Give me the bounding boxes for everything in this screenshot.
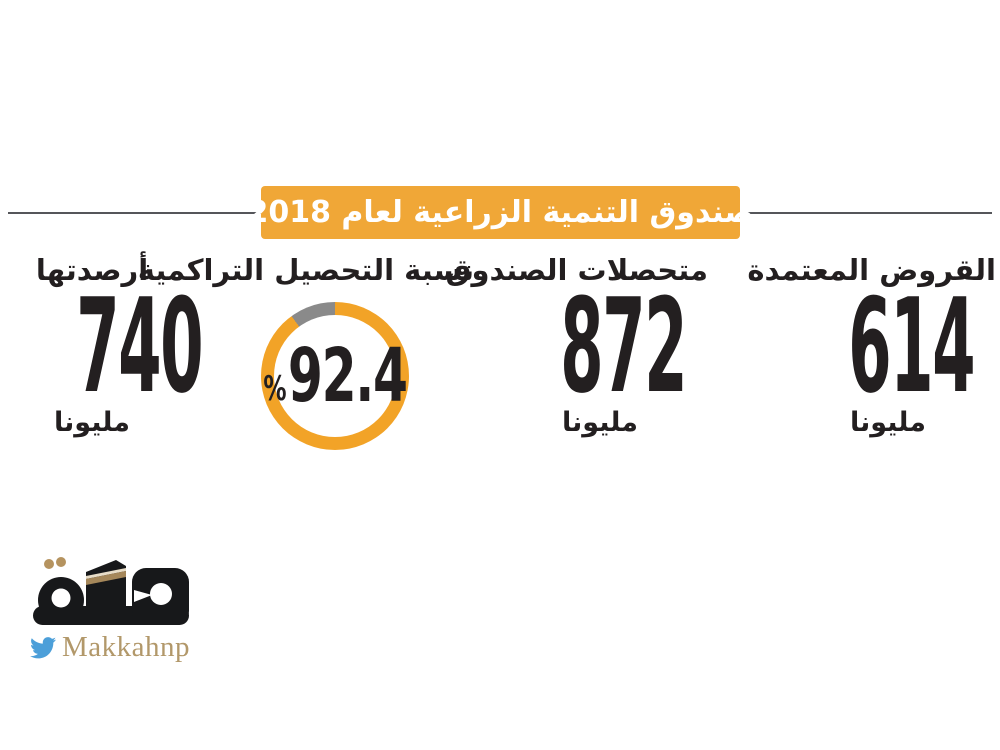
percent-value: 92.4 <box>287 333 408 419</box>
brand-footer: مكة Makkah <box>28 550 208 664</box>
stat-label: أرصدتها <box>35 253 149 287</box>
percent-symbol: % <box>263 369 287 409</box>
twitter-icon <box>30 636 56 658</box>
stat-value: 872 <box>560 270 687 422</box>
kaaba-icon <box>86 560 126 606</box>
stat-value: 740 <box>76 270 203 422</box>
gauge-center-label: % 92.4 <box>263 302 408 450</box>
stat-label: متحصلات الصندوق <box>445 253 708 287</box>
stat-approved-loans: القروض المعتمدة 614 مليونا <box>747 252 996 439</box>
title-banner: صندوق التنمية الزراعية لعام 2018 <box>247 186 754 239</box>
stat-collection-rate: نسبة التحصيل التراكمية % 92.4 <box>137 252 474 450</box>
stat-unit: مليونا <box>850 407 926 438</box>
gauge-inner-disc <box>274 315 396 437</box>
makkah-logo <box>33 557 189 625</box>
stat-label: القروض المعتمدة <box>747 253 996 287</box>
collection-gauge-ring: % 92.4 <box>261 302 409 450</box>
twitter-row: Makkahnp <box>30 631 208 664</box>
stat-value: 614 <box>848 270 975 422</box>
stat-label: نسبة التحصيل التراكمية <box>137 253 474 287</box>
twitter-handle: Makkahnp <box>62 631 191 663</box>
page-title: صندوق التنمية الزراعية لعام 2018 <box>247 195 754 230</box>
stat-unit: مليونا <box>562 407 638 438</box>
stat-unit: مليونا <box>54 407 130 438</box>
stat-balances: أرصدتها 740 مليونا <box>8 252 204 439</box>
stat-fund-receipts: متحصلات الصندوق 872 مليونا <box>445 252 708 439</box>
